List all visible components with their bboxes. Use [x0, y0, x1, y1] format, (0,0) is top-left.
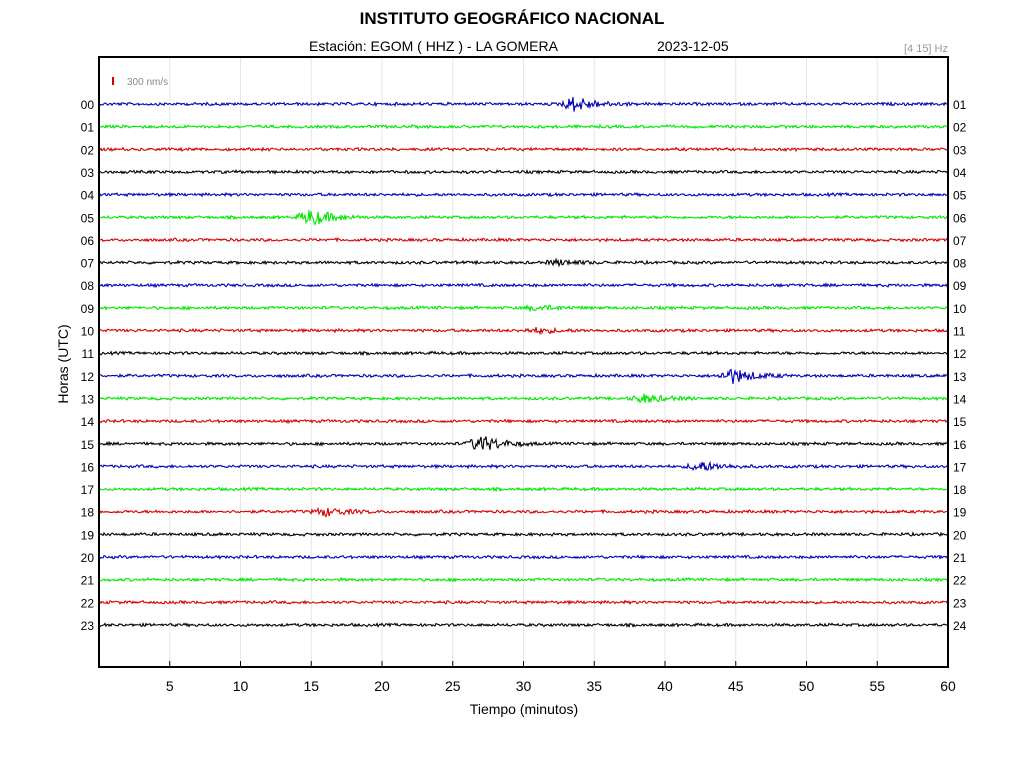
x-axis-label: Tiempo (minutos) [469, 701, 579, 717]
x-tick-label: 10 [233, 678, 249, 694]
x-tick-label: 50 [799, 678, 815, 694]
trace-hour-08 [98, 282, 949, 289]
trace-hour-05 [98, 210, 949, 226]
trace-hour-13 [98, 393, 949, 404]
y-tick-label-left: 04 [81, 189, 95, 203]
y-tick-label-right: 20 [953, 528, 967, 542]
trace-hour-02 [98, 146, 949, 153]
trace-hour-22 [98, 599, 949, 606]
scale-bar [112, 77, 114, 85]
y-tick-label-left: 22 [81, 596, 95, 610]
y-tick-label-left: 03 [81, 166, 95, 180]
trace-hour-04 [98, 191, 949, 198]
y-tick-label-left: 14 [81, 415, 95, 429]
y-tick-label-right: 01 [953, 98, 967, 112]
y-tick-label-left: 07 [81, 257, 95, 271]
trace-hour-09 [98, 303, 949, 313]
trace-hour-10 [98, 326, 949, 336]
date-label: 2023-12-05 [657, 38, 729, 54]
trace-hour-07 [98, 257, 949, 268]
y-tick-label-left: 16 [81, 460, 95, 474]
y-axis-label: Horas (UTC) [55, 324, 71, 404]
y-tick-label-left: 05 [81, 211, 95, 225]
trace-hour-00 [98, 96, 949, 112]
y-tick-label-right: 19 [953, 506, 967, 520]
trace-hour-21 [98, 576, 949, 583]
trace-hour-03 [98, 169, 949, 175]
y-tick-label-right: 13 [953, 370, 967, 384]
y-tick-label-right: 08 [953, 257, 967, 271]
y-tick-label-right: 21 [953, 551, 967, 565]
y-tick-label-right: 17 [953, 460, 967, 474]
y-tick-label-left: 21 [81, 574, 95, 588]
y-tick-label-right: 15 [953, 415, 967, 429]
y-tick-label-right: 24 [953, 619, 967, 633]
x-tick-label: 5 [166, 678, 174, 694]
y-tick-label-right: 10 [953, 302, 967, 316]
trace-hour-19 [98, 531, 949, 538]
y-tick-label-left: 08 [81, 279, 95, 293]
y-tick-label-left: 10 [81, 325, 95, 339]
filter-label: [4 15] Hz [903, 43, 948, 55]
x-tick-label: 15 [303, 678, 319, 694]
trace-hour-23 [98, 622, 949, 629]
y-tick-label-right: 04 [953, 166, 967, 180]
y-tick-label-left: 09 [81, 302, 95, 316]
y-tick-label-right: 22 [953, 574, 967, 588]
y-tick-label-right: 14 [953, 392, 967, 406]
trace-hour-06 [98, 236, 949, 243]
x-tick-label: 55 [869, 678, 885, 694]
chart-title: INSTITUTO GEOGRÁFICO NACIONAL [359, 9, 665, 28]
trace-hour-16 [98, 460, 949, 472]
y-tick-label-right: 07 [953, 234, 967, 248]
y-tick-label-right: 03 [953, 143, 967, 157]
y-tick-label-left: 19 [81, 528, 95, 542]
trace-hour-01 [98, 123, 949, 130]
y-tick-label-right: 06 [953, 211, 967, 225]
trace-hour-12 [98, 368, 949, 385]
y-tick-label-right: 11 [953, 325, 966, 339]
y-tick-label-left: 00 [81, 98, 95, 112]
x-tick-label: 45 [728, 678, 744, 694]
trace-hour-15 [98, 436, 949, 450]
y-tick-label-left: 06 [81, 234, 95, 248]
y-tick-label-right: 12 [953, 347, 967, 361]
y-tick-label-right: 02 [953, 121, 967, 135]
trace-hour-11 [98, 350, 949, 357]
x-tick-label: 30 [516, 678, 532, 694]
y-tick-label-right: 16 [953, 438, 967, 452]
x-tick-label: 20 [374, 678, 390, 694]
y-tick-label-right: 09 [953, 279, 967, 293]
scale-label: 300 nm/s [127, 77, 168, 88]
y-tick-label-left: 15 [81, 438, 95, 452]
trace-hour-20 [98, 554, 949, 560]
trace-hour-14 [99, 418, 949, 425]
y-tick-label-left: 13 [81, 392, 95, 406]
y-tick-label-right: 05 [953, 189, 967, 203]
x-tick-label: 40 [657, 678, 673, 694]
y-tick-label-left: 01 [81, 121, 95, 135]
y-tick-label-right: 18 [953, 483, 967, 497]
y-tick-label-left: 23 [81, 619, 95, 633]
y-tick-label-left: 11 [82, 347, 95, 361]
y-tick-label-left: 12 [81, 370, 95, 384]
x-tick-label: 35 [586, 678, 602, 694]
y-tick-label-left: 02 [81, 143, 95, 157]
y-tick-label-left: 18 [81, 506, 95, 520]
station-label: Estación: EGOM ( HHZ ) - LA GOMERA [309, 38, 558, 54]
y-tick-label-left: 17 [81, 483, 95, 497]
x-tick-label: 25 [445, 678, 461, 694]
trace-hour-18 [98, 506, 949, 518]
x-tick-label: 60 [940, 678, 956, 694]
y-tick-label-right: 23 [953, 596, 967, 610]
y-tick-label-left: 20 [81, 551, 95, 565]
trace-hour-17 [98, 486, 949, 493]
